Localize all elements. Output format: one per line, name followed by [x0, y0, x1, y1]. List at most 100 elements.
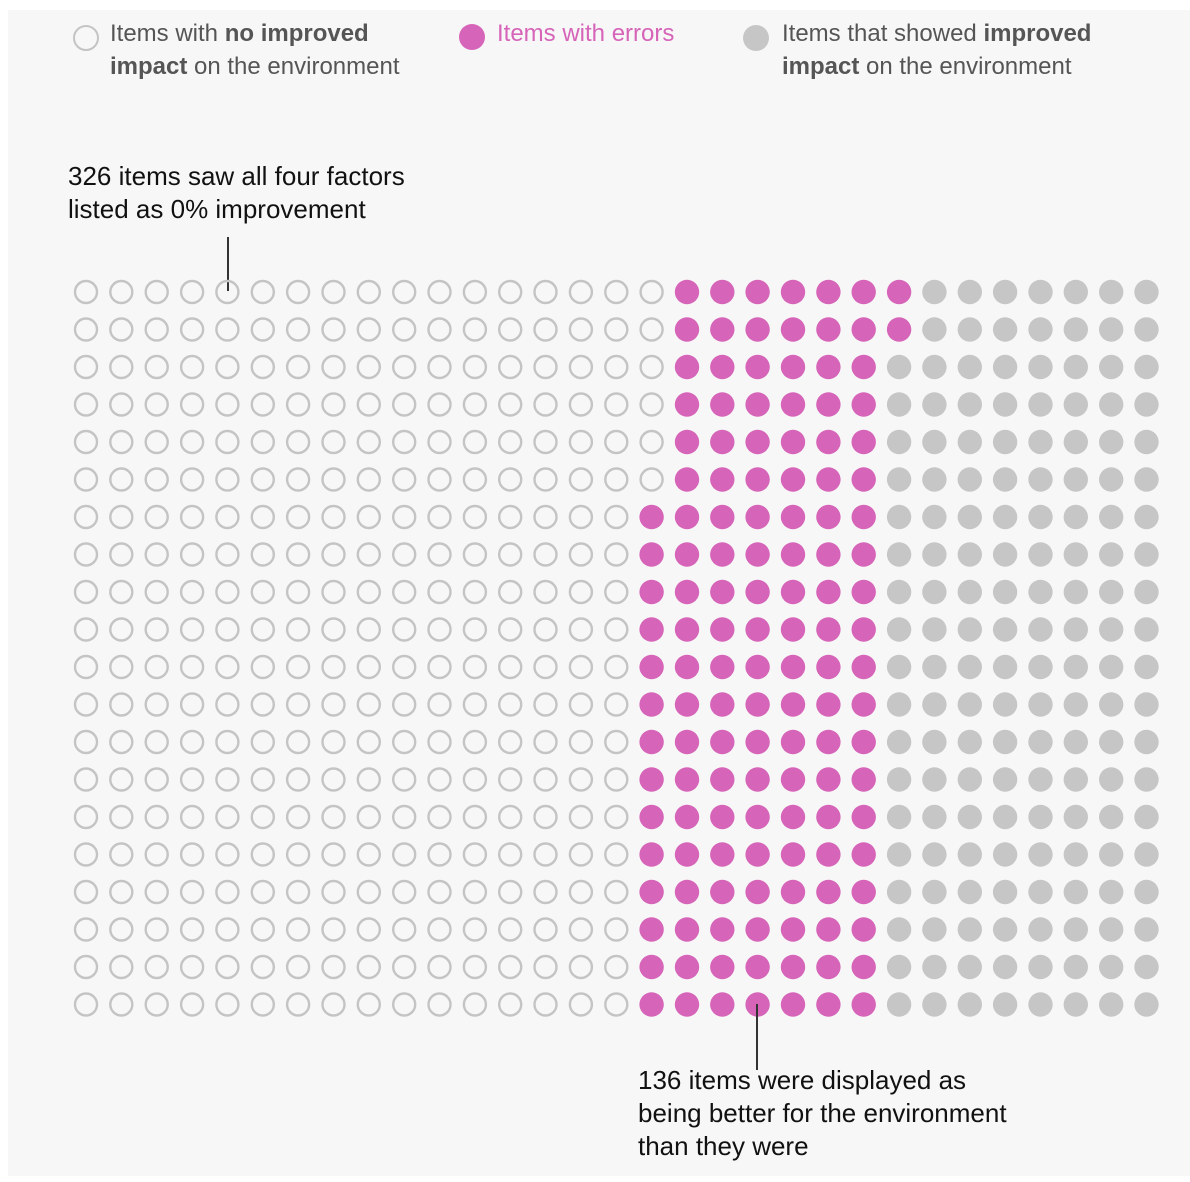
legend-label-no-improvement: Items with no improved impact on the env…: [110, 20, 400, 80]
waffle-dot-error: [851, 654, 876, 680]
waffle-dot-no-improvement: [498, 467, 523, 492]
waffle-dot-no-improvement: [285, 842, 311, 867]
waffle-dot-no-improvement: [215, 729, 240, 755]
waffle-dot-no-improvement: [604, 879, 629, 905]
waffle-dot-no-improvement: [533, 654, 558, 680]
waffle-dot-improved: [1134, 354, 1159, 380]
waffle-dot-no-improvement: [392, 804, 417, 830]
waffle-dot-no-improvement: [462, 504, 488, 530]
waffle-dot-no-improvement: [427, 992, 452, 1017]
waffle-dot-no-improvement: [639, 429, 664, 455]
waffle-dot-improved: [886, 804, 912, 830]
waffle-dot-no-improvement: [285, 354, 311, 380]
waffle-dot-error: [710, 954, 735, 980]
waffle-dot-error: [710, 354, 735, 380]
waffle-dot-no-improvement: [427, 842, 452, 867]
waffle-dot-error: [816, 392, 841, 417]
waffle-dot-improved: [957, 317, 982, 342]
waffle-dot-no-improvement: [215, 579, 240, 605]
waffle-dot-improved: [1063, 729, 1089, 755]
waffle-dot-no-improvement: [73, 804, 99, 830]
waffle-dot-no-improvement: [427, 879, 452, 905]
waffle-dot-improved: [992, 654, 1018, 680]
waffle-dot-no-improvement: [356, 804, 381, 830]
waffle-dot-no-improvement: [73, 317, 99, 342]
waffle-dot-no-improvement: [533, 467, 558, 492]
waffle-dot-error: [780, 917, 806, 942]
waffle-dot-no-improvement: [250, 429, 275, 455]
waffle-dot-no-improvement: [144, 579, 169, 605]
waffle-dot-no-improvement: [179, 879, 205, 905]
waffle-dot-error: [780, 317, 806, 342]
waffle-dot-improved: [992, 992, 1018, 1017]
waffle-dot-improved: [957, 729, 982, 755]
legend-swatch-errors: [459, 24, 485, 50]
annotation-bottom: 136 items were displayed as being better…: [638, 1064, 1007, 1163]
waffle-dot-no-improvement: [498, 879, 523, 905]
waffle-dot-improved: [1134, 954, 1159, 980]
waffle-dot-error: [780, 542, 806, 567]
waffle-dot-no-improvement: [285, 617, 311, 642]
waffle-dot-improved: [1028, 729, 1053, 755]
waffle-dot-no-improvement: [427, 729, 452, 755]
waffle-dot-error: [674, 279, 700, 305]
waffle-dot-no-improvement: [285, 767, 311, 792]
waffle-dot-improved: [922, 429, 947, 455]
waffle-dot-no-improvement: [462, 879, 488, 905]
waffle-dot-improved: [1134, 842, 1159, 867]
waffle-dot-no-improvement: [604, 767, 629, 792]
waffle-dot-no-improvement: [462, 467, 488, 492]
waffle-dot-no-improvement: [462, 804, 488, 830]
waffle-dot-no-improvement: [568, 767, 594, 792]
waffle-dot-no-improvement: [250, 279, 275, 305]
waffle-dot-no-improvement: [109, 917, 134, 942]
waffle-dot-error: [639, 842, 664, 867]
waffle-dot-no-improvement: [179, 654, 205, 680]
waffle-dot-no-improvement: [568, 842, 594, 867]
waffle-dot-improved: [992, 804, 1018, 830]
waffle-dot-no-improvement: [356, 279, 381, 305]
waffle-dot-no-improvement: [215, 917, 240, 942]
waffle-dot-improved: [1099, 992, 1124, 1017]
waffle-dot-improved: [1134, 542, 1159, 567]
waffle-dot-improved: [886, 954, 912, 980]
waffle-dot-no-improvement: [321, 654, 346, 680]
waffle-dot-improved: [1134, 392, 1159, 417]
waffle-dot-error: [851, 692, 876, 717]
waffle-dot-no-improvement: [498, 579, 523, 605]
waffle-dot-no-improvement: [498, 617, 523, 642]
waffle-dot-no-improvement: [604, 579, 629, 605]
waffle-dot-error: [780, 467, 806, 492]
waffle-dot-error: [710, 654, 735, 680]
waffle-dot-no-improvement: [568, 542, 594, 567]
waffle-dot-no-improvement: [498, 317, 523, 342]
waffle-dot-improved: [922, 954, 947, 980]
waffle-dot-no-improvement: [250, 767, 275, 792]
waffle-dot-no-improvement: [215, 954, 240, 980]
waffle-dot-no-improvement: [568, 917, 594, 942]
waffle-dot-improved: [922, 692, 947, 717]
waffle-dot-no-improvement: [356, 354, 381, 380]
waffle-dot-error: [780, 767, 806, 792]
waffle-dot-improved: [1099, 542, 1124, 567]
waffle-dot-improved: [957, 617, 982, 642]
legend-label-improved: Items that showed improved impact on the…: [782, 20, 1092, 80]
waffle-dot-no-improvement: [144, 879, 169, 905]
waffle-dot-no-improvement: [73, 879, 99, 905]
waffle-dot-error: [674, 729, 700, 755]
waffle-dot-error: [745, 542, 770, 567]
waffle-dot-improved: [1063, 279, 1089, 305]
waffle-dot-improved: [992, 579, 1018, 605]
waffle-dot-improved: [922, 654, 947, 680]
waffle-dot-error: [639, 579, 664, 605]
waffle-dot-no-improvement: [392, 617, 417, 642]
waffle-dot-error: [674, 617, 700, 642]
waffle-dot-error: [674, 917, 700, 942]
waffle-dot-no-improvement: [215, 767, 240, 792]
waffle-dot-improved: [886, 542, 912, 567]
waffle-dot-no-improvement: [604, 317, 629, 342]
waffle-dot-no-improvement: [568, 317, 594, 342]
waffle-dot-no-improvement: [144, 279, 169, 305]
waffle-dot-error: [851, 917, 876, 942]
waffle-dot-no-improvement: [533, 317, 558, 342]
